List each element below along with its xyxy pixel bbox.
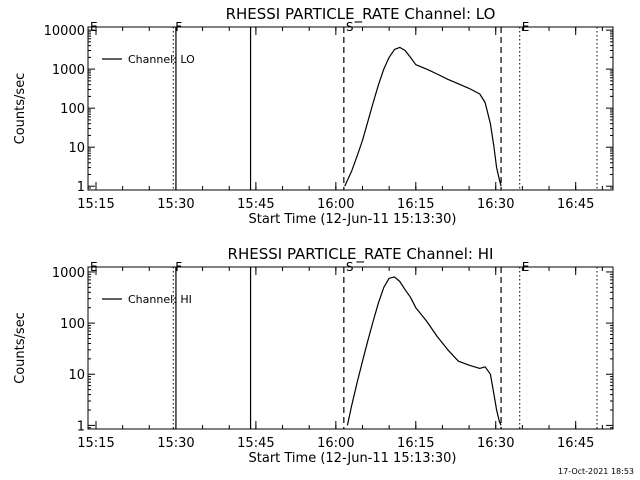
x-tick-label: 15:45	[237, 436, 274, 451]
y-tick-label: 10	[68, 141, 85, 156]
y-axis-label: Counts/sec	[13, 312, 28, 384]
x-tick-label: 15:30	[157, 436, 194, 451]
legend-entry: Channel: HI	[128, 293, 192, 306]
series-line	[344, 46, 502, 187]
marker-label: E	[90, 20, 98, 34]
marker-label: E	[522, 260, 530, 274]
plot-frame	[87, 266, 614, 430]
y-axis-label: Counts/sec	[13, 73, 28, 145]
x-tick-label: 16:00	[317, 197, 354, 212]
y-tick-label: 1	[77, 419, 85, 434]
x-tick-label: 16:30	[477, 197, 514, 212]
chart-panel-1: RHESSI PARTICLE_RATE Channel: LO 1 10 100 10…	[13, 5, 614, 227]
marker-label: E	[522, 20, 530, 34]
y-tick-label: 10000	[44, 24, 85, 39]
x-tick-label: 16:15	[397, 197, 434, 212]
y-tick-label: 100	[60, 317, 85, 332]
x-axis-label: Start Time (12-Jun-11 15:13:30)	[249, 451, 457, 466]
y-tick-label: 10	[68, 368, 85, 383]
x-tick-label: 16:45	[557, 197, 594, 212]
marker-label: F	[175, 20, 182, 34]
x-tick-label: 15:45	[237, 197, 274, 212]
chart-title: RHESSI PARTICLE_RATE Channel: HI	[228, 245, 494, 264]
marker-label: E	[90, 260, 98, 274]
x-tick-label: 15:30	[157, 197, 194, 212]
legend-entry: Channel: LO	[128, 53, 195, 66]
x-axis-label: Start Time (12-Jun-11 15:13:30)	[249, 212, 457, 227]
chart-panel-2: RHESSI PARTICLE_RATE Channel: HI 1 10 100 10…	[13, 245, 614, 466]
marker-label: S	[346, 260, 354, 274]
footer-timestamp: 17-Oct-2021 18:53	[558, 467, 634, 476]
chart-title: RHESSI PARTICLE_RATE Channel: LO	[226, 5, 496, 24]
marker-label: S	[346, 20, 354, 34]
y-tick-label: 100	[60, 102, 85, 117]
marker-label: F	[175, 260, 182, 274]
x-tick-label: 16:45	[557, 436, 594, 451]
plot-frame	[87, 26, 614, 191]
y-tick-label: 1000	[52, 63, 85, 78]
x-tick-label: 16:15	[397, 436, 434, 451]
x-tick-label: 15:15	[77, 197, 114, 212]
y-tick-label: 1000	[52, 266, 85, 281]
x-tick-label: 15:15	[77, 436, 114, 451]
series-line	[346, 276, 502, 426]
x-tick-label: 16:30	[477, 436, 514, 451]
x-tick-label: 16:00	[317, 436, 354, 451]
y-tick-label: 1	[77, 180, 85, 195]
